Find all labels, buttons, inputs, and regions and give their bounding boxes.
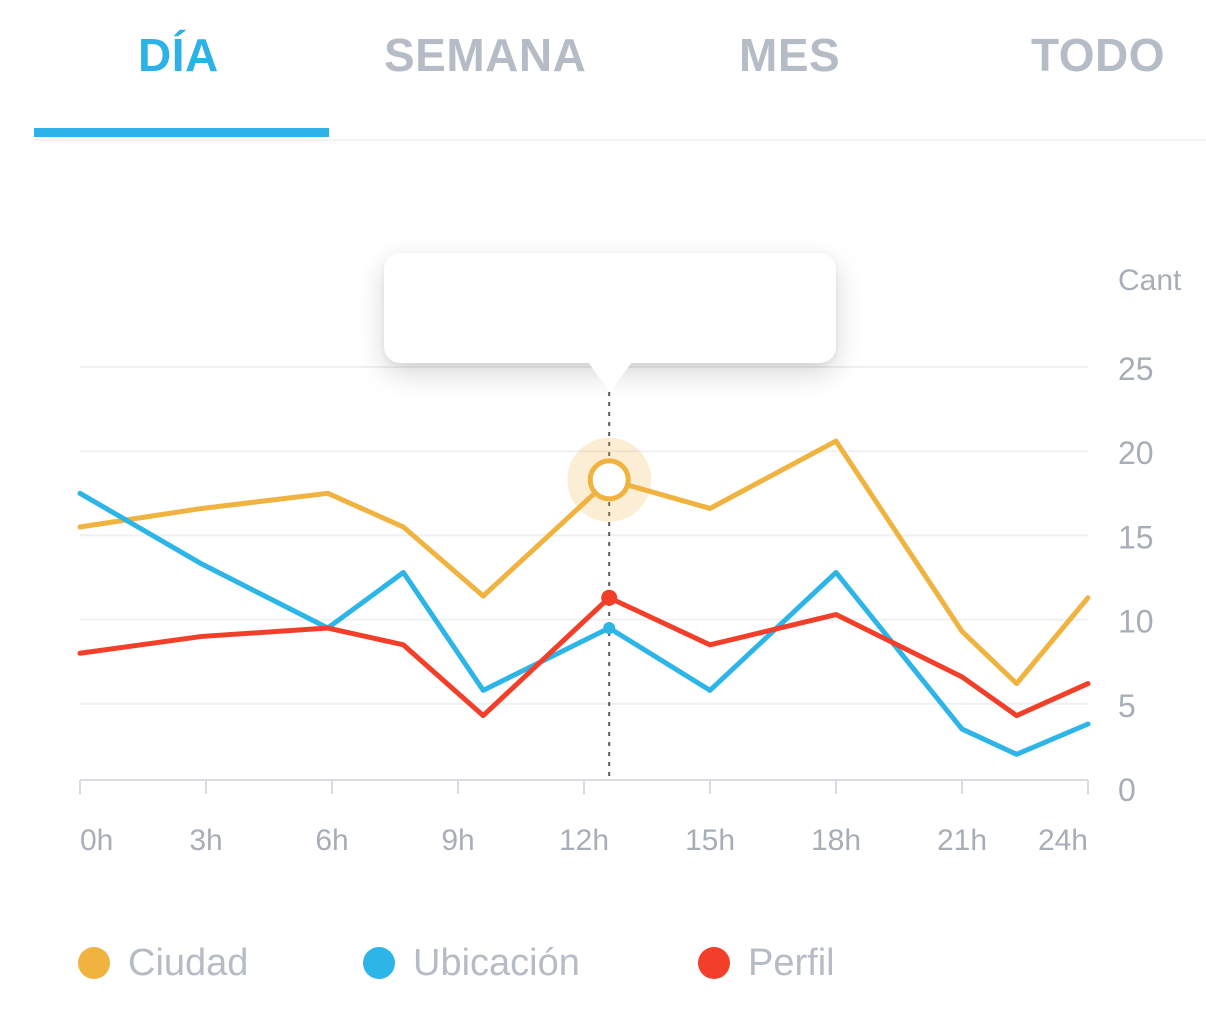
x-tick-label-24h: 24h xyxy=(1038,824,1088,857)
legend-label-ciudad: Ciudad xyxy=(128,941,249,984)
y-tick-label-15: 15 xyxy=(1118,519,1154,555)
y-tick-label-25: 25 xyxy=(1118,351,1154,387)
y-tick-label-10: 10 xyxy=(1118,604,1154,640)
tab-mes[interactable]: MES xyxy=(739,29,841,81)
chart-tooltip-arrow xyxy=(588,362,632,392)
chart-tooltip xyxy=(384,253,836,363)
x-tick-label-0h: 0h xyxy=(80,824,113,857)
tabs-divider xyxy=(34,139,1206,141)
legend-dot-ubicacion xyxy=(363,947,395,979)
legend-dot-ciudad xyxy=(78,947,110,979)
x-tick-label-9h: 9h xyxy=(441,824,474,857)
x-tick-label-21h: 21h xyxy=(937,824,987,857)
legend-label-ubicacion: Ubicación xyxy=(413,941,580,984)
y-tick-label-20: 20 xyxy=(1118,435,1154,471)
y-axis-label: Cant xyxy=(1118,264,1182,297)
legend-label-perfil: Perfil xyxy=(748,941,835,984)
tab-todo[interactable]: TODO xyxy=(1031,29,1166,81)
highlight-point-ubicacion xyxy=(603,622,616,635)
y-tick-label-5: 5 xyxy=(1118,688,1136,724)
y-tick-label-0: 0 xyxy=(1118,772,1136,808)
active-tab-indicator xyxy=(34,128,329,137)
x-tick-label-12h: 12h xyxy=(559,824,609,857)
x-tick-label-3h: 3h xyxy=(189,824,222,857)
x-tick-label-18h: 18h xyxy=(811,824,861,857)
tab-dia[interactable]: DÍA xyxy=(138,29,219,81)
period-tabs: DÍA SEMANA MES TODO xyxy=(0,0,1206,141)
tab-semana[interactable]: SEMANA xyxy=(384,29,587,81)
legend-dot-perfil xyxy=(698,947,730,979)
highlight-point-ciudad xyxy=(587,458,631,502)
highlight-point-perfil xyxy=(601,589,618,606)
legend-item-ciudad[interactable]: Ciudad xyxy=(78,940,248,986)
x-tick-label-6h: 6h xyxy=(315,824,348,857)
legend-item-ubicacion[interactable]: Ubicación xyxy=(363,940,580,986)
legend-item-perfil[interactable]: Perfil xyxy=(698,940,835,986)
x-tick-label-15h: 15h xyxy=(685,824,735,857)
